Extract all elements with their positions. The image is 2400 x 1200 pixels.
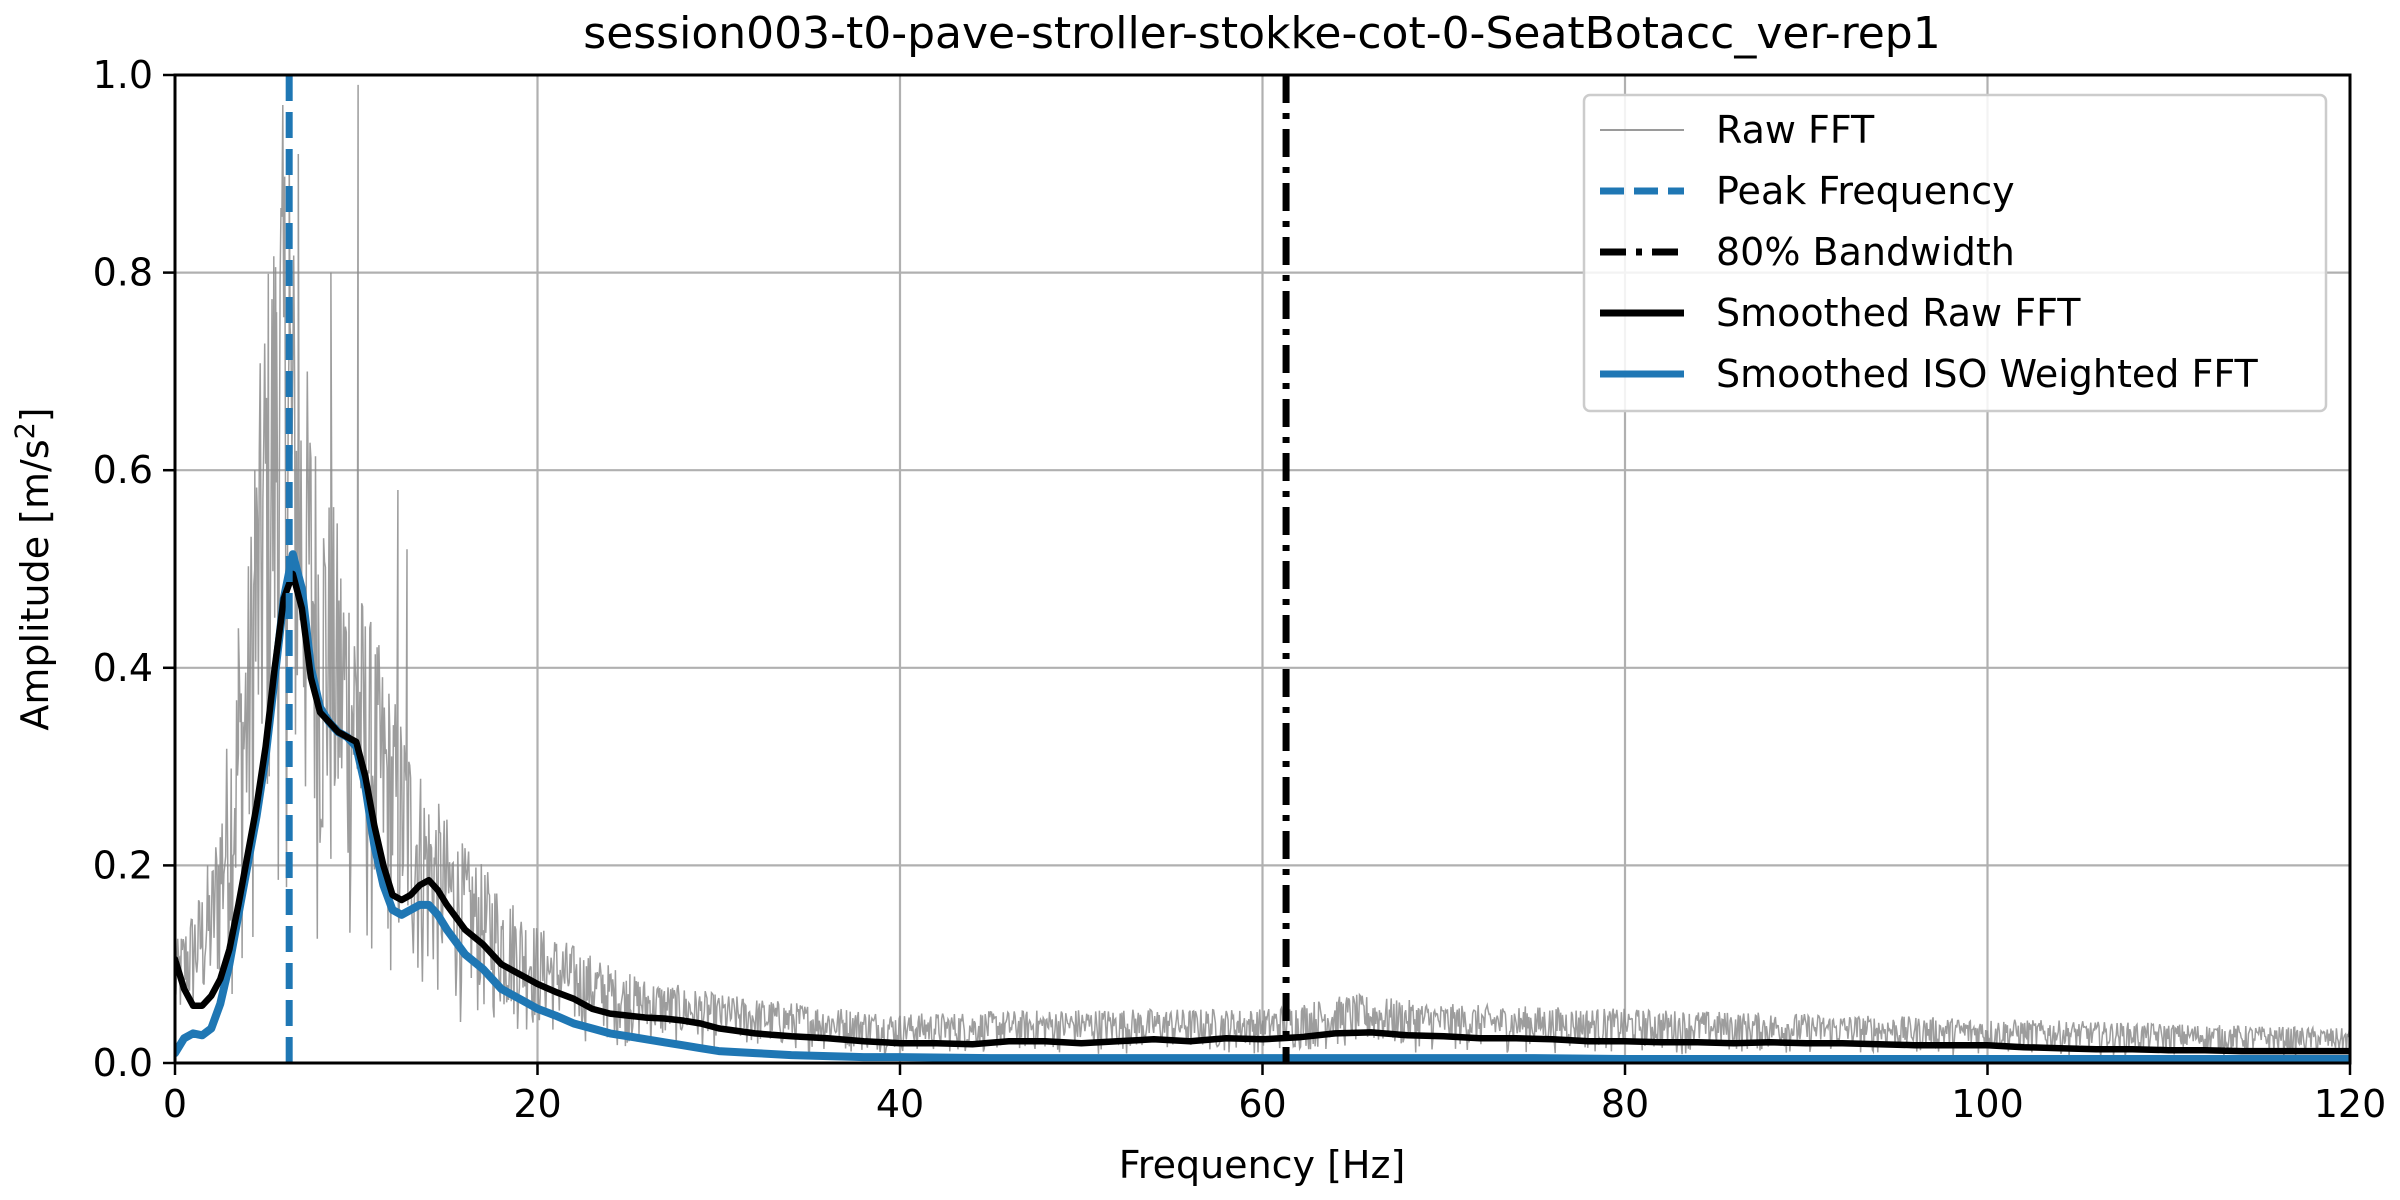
legend: Raw FFT Peak Frequency 80% Bandwidth Smooth… xyxy=(1582,93,2328,413)
series-lines xyxy=(175,550,2350,1063)
y-axis-label: Amplitude [m/s2] xyxy=(10,407,57,730)
legend-label: Raw FFT xyxy=(1716,108,1875,152)
x-tick-label: 120 xyxy=(2314,1082,2387,1126)
axis-ticks: 0 20 40 60 80 100 120 0.0 0.2 0.4 0.6 0.8 1.0 xyxy=(93,53,2387,1126)
raw-fft-series xyxy=(175,84,2350,1057)
y-tick-label: 0.8 xyxy=(93,251,153,295)
legend-item-smoothed-raw: Smoothed Raw FFT xyxy=(1600,291,2081,335)
legend-label: Smoothed ISO Weighted FFT xyxy=(1716,352,2259,396)
y-tick-label: 1.0 xyxy=(93,53,153,97)
x-tick-label: 60 xyxy=(1238,1082,1286,1126)
y-axis-label-sup: 2 xyxy=(10,422,41,439)
legend-item-raw: Raw FFT xyxy=(1600,108,1875,152)
legend-label: 80% Bandwidth xyxy=(1716,230,2015,274)
legend-item-smoothed-iso: Smoothed ISO Weighted FFT xyxy=(1600,352,2259,396)
x-tick-label: 20 xyxy=(513,1082,561,1126)
legend-box xyxy=(1582,93,2328,413)
x-tick-label: 100 xyxy=(1951,1082,2024,1126)
y-axis-label-tail: ] xyxy=(13,407,57,422)
legend-label: Peak Frequency xyxy=(1716,169,2015,213)
chart-title: session003-t0-pave-stroller-stokke-cot-0… xyxy=(583,8,1940,59)
y-tick-label: 0.4 xyxy=(93,646,153,690)
y-tick-label: 0.2 xyxy=(93,843,153,887)
x-axis-label: Frequency [Hz] xyxy=(1119,1143,1406,1187)
x-tick-label: 80 xyxy=(1601,1082,1649,1126)
x-tick-label: 40 xyxy=(876,1082,924,1126)
legend-label: Smoothed Raw FFT xyxy=(1716,291,2081,335)
smoothed-raw-line xyxy=(175,570,2350,1055)
marker-lines xyxy=(285,75,1290,1063)
y-tick-label: 0.0 xyxy=(93,1041,153,1085)
legend-item-peak: Peak Frequency xyxy=(1600,169,2015,213)
y-axis-label-main: Amplitude [m/s xyxy=(13,439,57,730)
legend-item-bandwidth: 80% Bandwidth xyxy=(1600,230,2015,274)
x-tick-label: 0 xyxy=(163,1082,187,1126)
y-tick-label: 0.6 xyxy=(93,448,153,492)
raw-fft-line xyxy=(175,84,2350,1057)
